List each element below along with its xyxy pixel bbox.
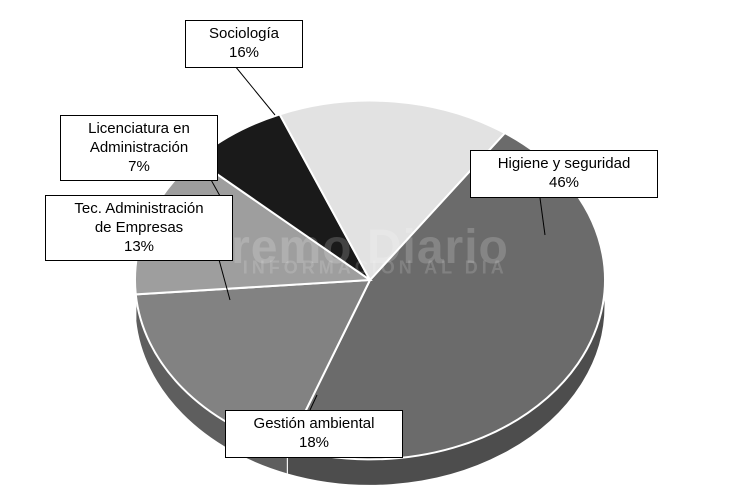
pie-chart-container: remo Diario INFORMACIÓN AL DIA Higiene y… (0, 0, 740, 500)
leader-line (235, 66, 275, 115)
slice-label: Sociología16% (185, 20, 303, 68)
slice-label-percent: 18% (234, 434, 394, 453)
slice-label-name: Gestión ambiental (234, 415, 394, 434)
slice-label-name: Sociología (194, 25, 294, 44)
slice-label: Higiene y seguridad46% (470, 150, 658, 198)
slice-label: Gestión ambiental18% (225, 410, 403, 458)
slice-label-percent: 46% (479, 174, 649, 193)
slice-label: Licenciatura en Administración7% (60, 115, 218, 181)
slice-label: Tec. Administración de Empresas13% (45, 195, 233, 261)
slice-label-percent: 13% (54, 238, 224, 257)
slice-label-name: Higiene y seguridad (479, 155, 649, 174)
slice-label-name: Licenciatura en Administración (69, 120, 209, 158)
slice-label-percent: 7% (69, 158, 209, 177)
slice-label-percent: 16% (194, 44, 294, 63)
slice-label-name: Tec. Administración de Empresas (54, 200, 224, 238)
